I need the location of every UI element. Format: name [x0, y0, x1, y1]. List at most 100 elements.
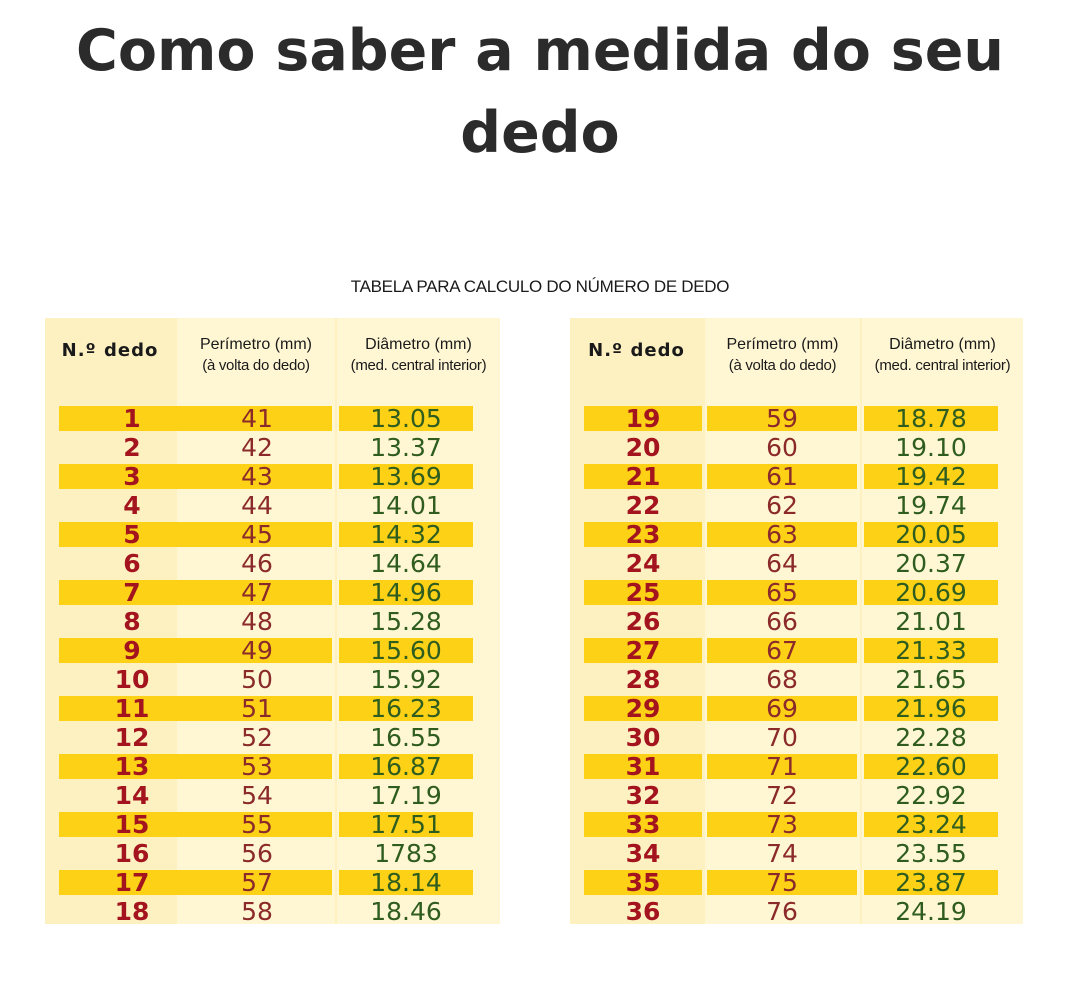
- highlight-band: [864, 580, 998, 605]
- cell-number: 16: [59, 839, 205, 868]
- highlight-band: [182, 638, 332, 663]
- highlight-band: [339, 754, 473, 779]
- table-row: 26 66 21.01: [570, 607, 1023, 636]
- cell-perimeter: 57: [182, 868, 332, 897]
- highlight-band: [584, 812, 702, 837]
- cell-diameter-text: 18.46: [370, 897, 442, 926]
- table-row: 3 43 13.69: [45, 462, 500, 491]
- table-row: 4 44 14.01: [45, 491, 500, 520]
- cell-perimeter: 72: [707, 781, 857, 810]
- cell-perimeter: 47: [182, 578, 332, 607]
- cell-number-text: 11: [114, 694, 150, 723]
- table-row: 21 61 19.42: [570, 462, 1023, 491]
- cell-number: 29: [584, 694, 702, 723]
- cell-number: 17: [59, 868, 205, 897]
- table-row: 9 49 15.60: [45, 636, 500, 665]
- header-perimeter-label: Perímetro (mm): [726, 336, 839, 353]
- table-row: 12 52 16.55: [45, 723, 500, 752]
- cell-number: 36: [584, 897, 702, 926]
- cell-number-text: 33: [625, 810, 661, 839]
- cell-perimeter-text: 61: [766, 462, 798, 491]
- cell-number: 12: [59, 723, 205, 752]
- cell-number-text: 22: [625, 491, 661, 520]
- cell-diameter-text: 21.96: [895, 694, 967, 723]
- table-row: 27 67 21.33: [570, 636, 1023, 665]
- cell-diameter: 21.01: [864, 607, 998, 636]
- cell-perimeter-text: 47: [241, 578, 273, 607]
- cell-number: 21: [584, 462, 702, 491]
- cell-number-text: 15: [114, 810, 150, 839]
- cell-number-text: 10: [114, 665, 150, 694]
- highlight-band: [59, 812, 205, 837]
- cell-perimeter: 69: [707, 694, 857, 723]
- highlight-band: [707, 638, 857, 663]
- cell-number-text: 28: [625, 665, 661, 694]
- highlight-band: [707, 580, 857, 605]
- highlight-band: [864, 638, 998, 663]
- cell-perimeter-text: 72: [766, 781, 798, 810]
- highlight-band: [339, 696, 473, 721]
- cell-number: 32: [584, 781, 702, 810]
- cell-perimeter-text: 43: [241, 462, 273, 491]
- cell-number: 11: [59, 694, 205, 723]
- cell-number-text: 29: [625, 694, 661, 723]
- highlight-band: [864, 812, 998, 837]
- cell-diameter-text: 20.37: [895, 549, 967, 578]
- table-row: 16 56 1783: [45, 839, 500, 868]
- cell-perimeter-text: 50: [241, 665, 273, 694]
- highlight-band: [182, 696, 332, 721]
- cell-diameter: 22.60: [864, 752, 998, 781]
- header-perimeter-sub: (à volta do dedo): [728, 357, 837, 374]
- table-rows: 19 59 18.78 20 60 19.10 21 61 19.42 22 62 19.74 23 63…: [570, 404, 1023, 926]
- table-row: 23 63 20.05: [570, 520, 1023, 549]
- cell-number-text: 30: [625, 723, 661, 752]
- cell-perimeter-text: 53: [241, 752, 273, 781]
- cell-perimeter-text: 68: [766, 665, 798, 694]
- cell-number: 23: [584, 520, 702, 549]
- cell-diameter: 1783: [339, 839, 473, 868]
- cell-number-text: 31: [625, 752, 661, 781]
- highlight-band: [182, 870, 332, 895]
- cell-diameter-text: 14.01: [370, 491, 442, 520]
- header-number: N.º dedo: [61, 340, 159, 361]
- cell-diameter-text: 13.69: [370, 462, 442, 491]
- cell-perimeter-text: 73: [766, 810, 798, 839]
- table-row: 8 48 15.28: [45, 607, 500, 636]
- highlight-band: [584, 580, 702, 605]
- cell-number: 27: [584, 636, 702, 665]
- highlight-band: [584, 870, 702, 895]
- table-row: 34 74 23.55: [570, 839, 1023, 868]
- cell-perimeter-text: 60: [766, 433, 798, 462]
- cell-perimeter: 43: [182, 462, 332, 491]
- cell-number: 20: [584, 433, 702, 462]
- cell-number-text: 2: [123, 433, 141, 462]
- cell-perimeter: 75: [707, 868, 857, 897]
- table-row: 24 64 20.37: [570, 549, 1023, 578]
- cell-diameter: 19.42: [864, 462, 998, 491]
- table-row: 13 53 16.87: [45, 752, 500, 781]
- cell-perimeter-text: 44: [241, 491, 273, 520]
- cell-number: 8: [59, 607, 205, 636]
- cell-number: 14: [59, 781, 205, 810]
- cell-number: 26: [584, 607, 702, 636]
- table-rows: 1 41 13.05 2 42 13.37 3 43 13.69 4 44 14.01 5 45 14.32…: [45, 404, 500, 926]
- cell-diameter: 24.19: [864, 897, 998, 926]
- cell-number: 5: [59, 520, 205, 549]
- table-row: 17 57 18.14: [45, 868, 500, 897]
- cell-diameter-text: 15.60: [370, 636, 442, 665]
- highlight-band: [707, 870, 857, 895]
- cell-diameter: 14.64: [339, 549, 473, 578]
- cell-perimeter: 49: [182, 636, 332, 665]
- cell-diameter-text: 23.24: [895, 810, 967, 839]
- cell-perimeter: 55: [182, 810, 332, 839]
- header-diameter-sub: (med. central interior): [874, 357, 1011, 374]
- table-row: 19 59 18.78: [570, 404, 1023, 433]
- cell-diameter: 23.55: [864, 839, 998, 868]
- header-perimeter: Perímetro (mm) (à volta do dedo): [177, 334, 335, 376]
- header-diameter-label: Diâmetro (mm): [365, 336, 472, 353]
- cell-number-text: 25: [625, 578, 661, 607]
- cell-diameter-text: 24.19: [895, 897, 967, 926]
- cell-perimeter: 67: [707, 636, 857, 665]
- cell-number-text: 20: [625, 433, 661, 462]
- cell-perimeter-text: 51: [241, 694, 273, 723]
